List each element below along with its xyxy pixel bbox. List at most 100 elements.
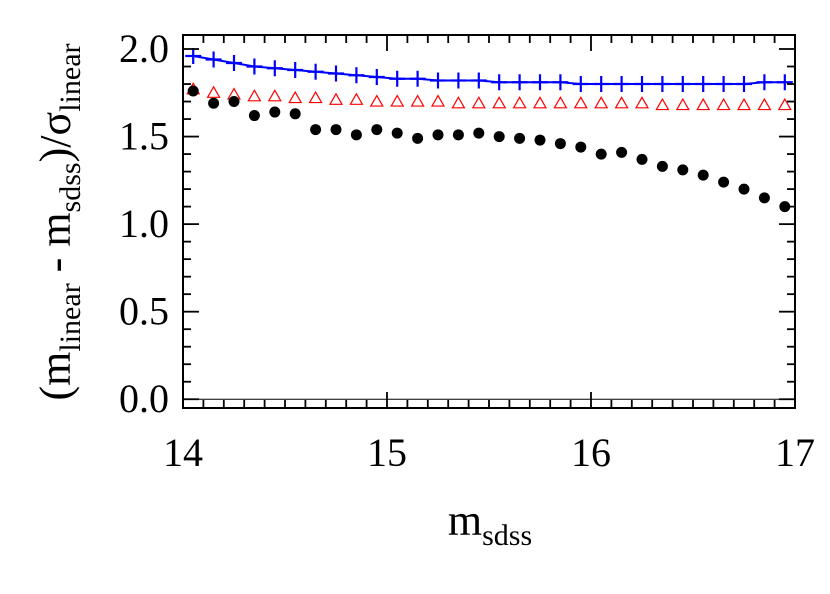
series-0-point-16 (511, 74, 528, 91)
series-2-point-21 (616, 146, 628, 158)
series-2-point-8 (350, 129, 362, 141)
series-2-point-24 (677, 164, 689, 176)
series-2-point-10 (391, 127, 403, 139)
series-0-point-13 (450, 72, 467, 89)
series-1-point-26 (716, 97, 731, 111)
series-2-point-14 (473, 127, 485, 139)
x-tick-label: 14 (163, 430, 203, 475)
x-axis-title-sub: sdss (482, 519, 532, 552)
series-2-point-18 (554, 138, 566, 150)
series-0-point-27 (736, 76, 752, 93)
series-2-point-7 (330, 124, 342, 136)
y-axis-title-sub2: sdss (54, 162, 87, 212)
x-tick-label: 17 (775, 430, 815, 475)
y-axis-title-close: )/σ (31, 112, 80, 163)
series-1-point-23 (655, 97, 670, 111)
series-1-point-12 (430, 94, 446, 107)
series-0-point-14 (470, 72, 487, 89)
series-1-point-20 (594, 96, 609, 109)
y-tick-label: 1.5 (119, 114, 169, 159)
ticks-layer: 14 15 16 17 0.0 0.5 1.0 1.5 2.0 (119, 26, 815, 475)
series-2-point-13 (452, 129, 464, 141)
series-2-point-9 (371, 124, 383, 136)
series-1-point-25 (696, 97, 711, 111)
series-0-point-17 (532, 74, 548, 91)
series-2-point-23 (656, 160, 668, 172)
series-0-point-3 (246, 58, 263, 75)
series-0-point-11 (409, 70, 426, 87)
y-axis-title-mid: - m (31, 212, 80, 283)
series-2-point-3 (248, 110, 260, 122)
y-tick-label: 1.0 (119, 201, 169, 246)
y-axis-title-sub3: linear (54, 43, 87, 111)
series-1-point-13 (451, 96, 466, 109)
series-1-point-1 (206, 85, 221, 98)
series-2-point-0 (187, 85, 199, 97)
series-1-point-18 (553, 96, 568, 109)
series-1-point-5 (288, 90, 303, 104)
series-0-point-21 (613, 76, 630, 93)
series-2-point-6 (310, 124, 322, 136)
series-0-point-22 (634, 76, 650, 93)
y-axis-title: (mlinear - msdss)/σlinear (31, 43, 87, 400)
series-2-point-2 (228, 96, 240, 108)
series-1-point-7 (328, 92, 344, 105)
series-0-point-7 (328, 65, 344, 82)
series-1-point-10 (390, 94, 405, 107)
x-axis-title-base: m (448, 496, 482, 545)
series-0-point-12 (430, 72, 446, 89)
series-2-point-26 (718, 176, 730, 188)
series-2-point-20 (595, 148, 607, 160)
series-2-point-12 (432, 129, 444, 141)
series-0-point-1 (205, 51, 222, 68)
x-tick-label: 15 (367, 430, 407, 475)
series-0-point-23 (654, 76, 671, 93)
series-1-point-3 (247, 89, 262, 102)
series-0-point-15 (491, 74, 508, 91)
series-2-point-22 (636, 153, 648, 165)
series-1-point-16 (512, 96, 527, 109)
series-1-point-15 (492, 96, 507, 109)
x-axis-title: msdss (448, 496, 532, 552)
series-2-point-11 (412, 132, 424, 144)
series-1-point-29 (777, 97, 792, 111)
series-1-point-21 (614, 96, 629, 109)
series-1-point-9 (369, 94, 384, 107)
series-0-point-28 (756, 74, 773, 91)
x-tick-label: 16 (571, 430, 611, 475)
series-0-point-4 (266, 60, 283, 77)
series-0-point-0 (185, 48, 202, 65)
series-1-point-19 (573, 96, 588, 109)
series-1-point-8 (349, 92, 364, 105)
series-0-point-5 (287, 62, 304, 79)
series-0-point-8 (348, 67, 365, 84)
series-0-point-2 (226, 55, 242, 72)
series-0-point-20 (593, 76, 610, 93)
series-2-point-1 (208, 97, 220, 109)
series-2-point-28 (758, 192, 770, 204)
series-1-point-24 (675, 97, 690, 111)
series-1-point-11 (410, 94, 425, 107)
series-0-point-9 (368, 69, 385, 86)
series-1-point-27 (736, 97, 752, 111)
y-tick-label: 0.5 (119, 289, 169, 334)
marks-layer (183, 48, 795, 400)
series-1-point-22 (634, 96, 650, 109)
series-1-point-4 (267, 89, 282, 102)
series-0-line (193, 55, 785, 85)
series-2-point-29 (779, 201, 791, 213)
series-2-point-25 (697, 169, 709, 181)
y-tick-label: 0.0 (119, 376, 169, 421)
series-2-point-5 (289, 108, 301, 120)
series-0-point-24 (674, 76, 691, 93)
series-2-point-17 (534, 134, 546, 146)
series-1-point-6 (308, 90, 323, 104)
series-2-point-15 (493, 131, 505, 143)
series-0-point-10 (389, 70, 406, 87)
series-0-point-26 (715, 76, 732, 93)
series-2-point-19 (575, 141, 587, 153)
series-0-point-6 (307, 63, 324, 80)
y-tick-label: 2.0 (119, 26, 169, 71)
series-2-point-27 (738, 183, 750, 195)
